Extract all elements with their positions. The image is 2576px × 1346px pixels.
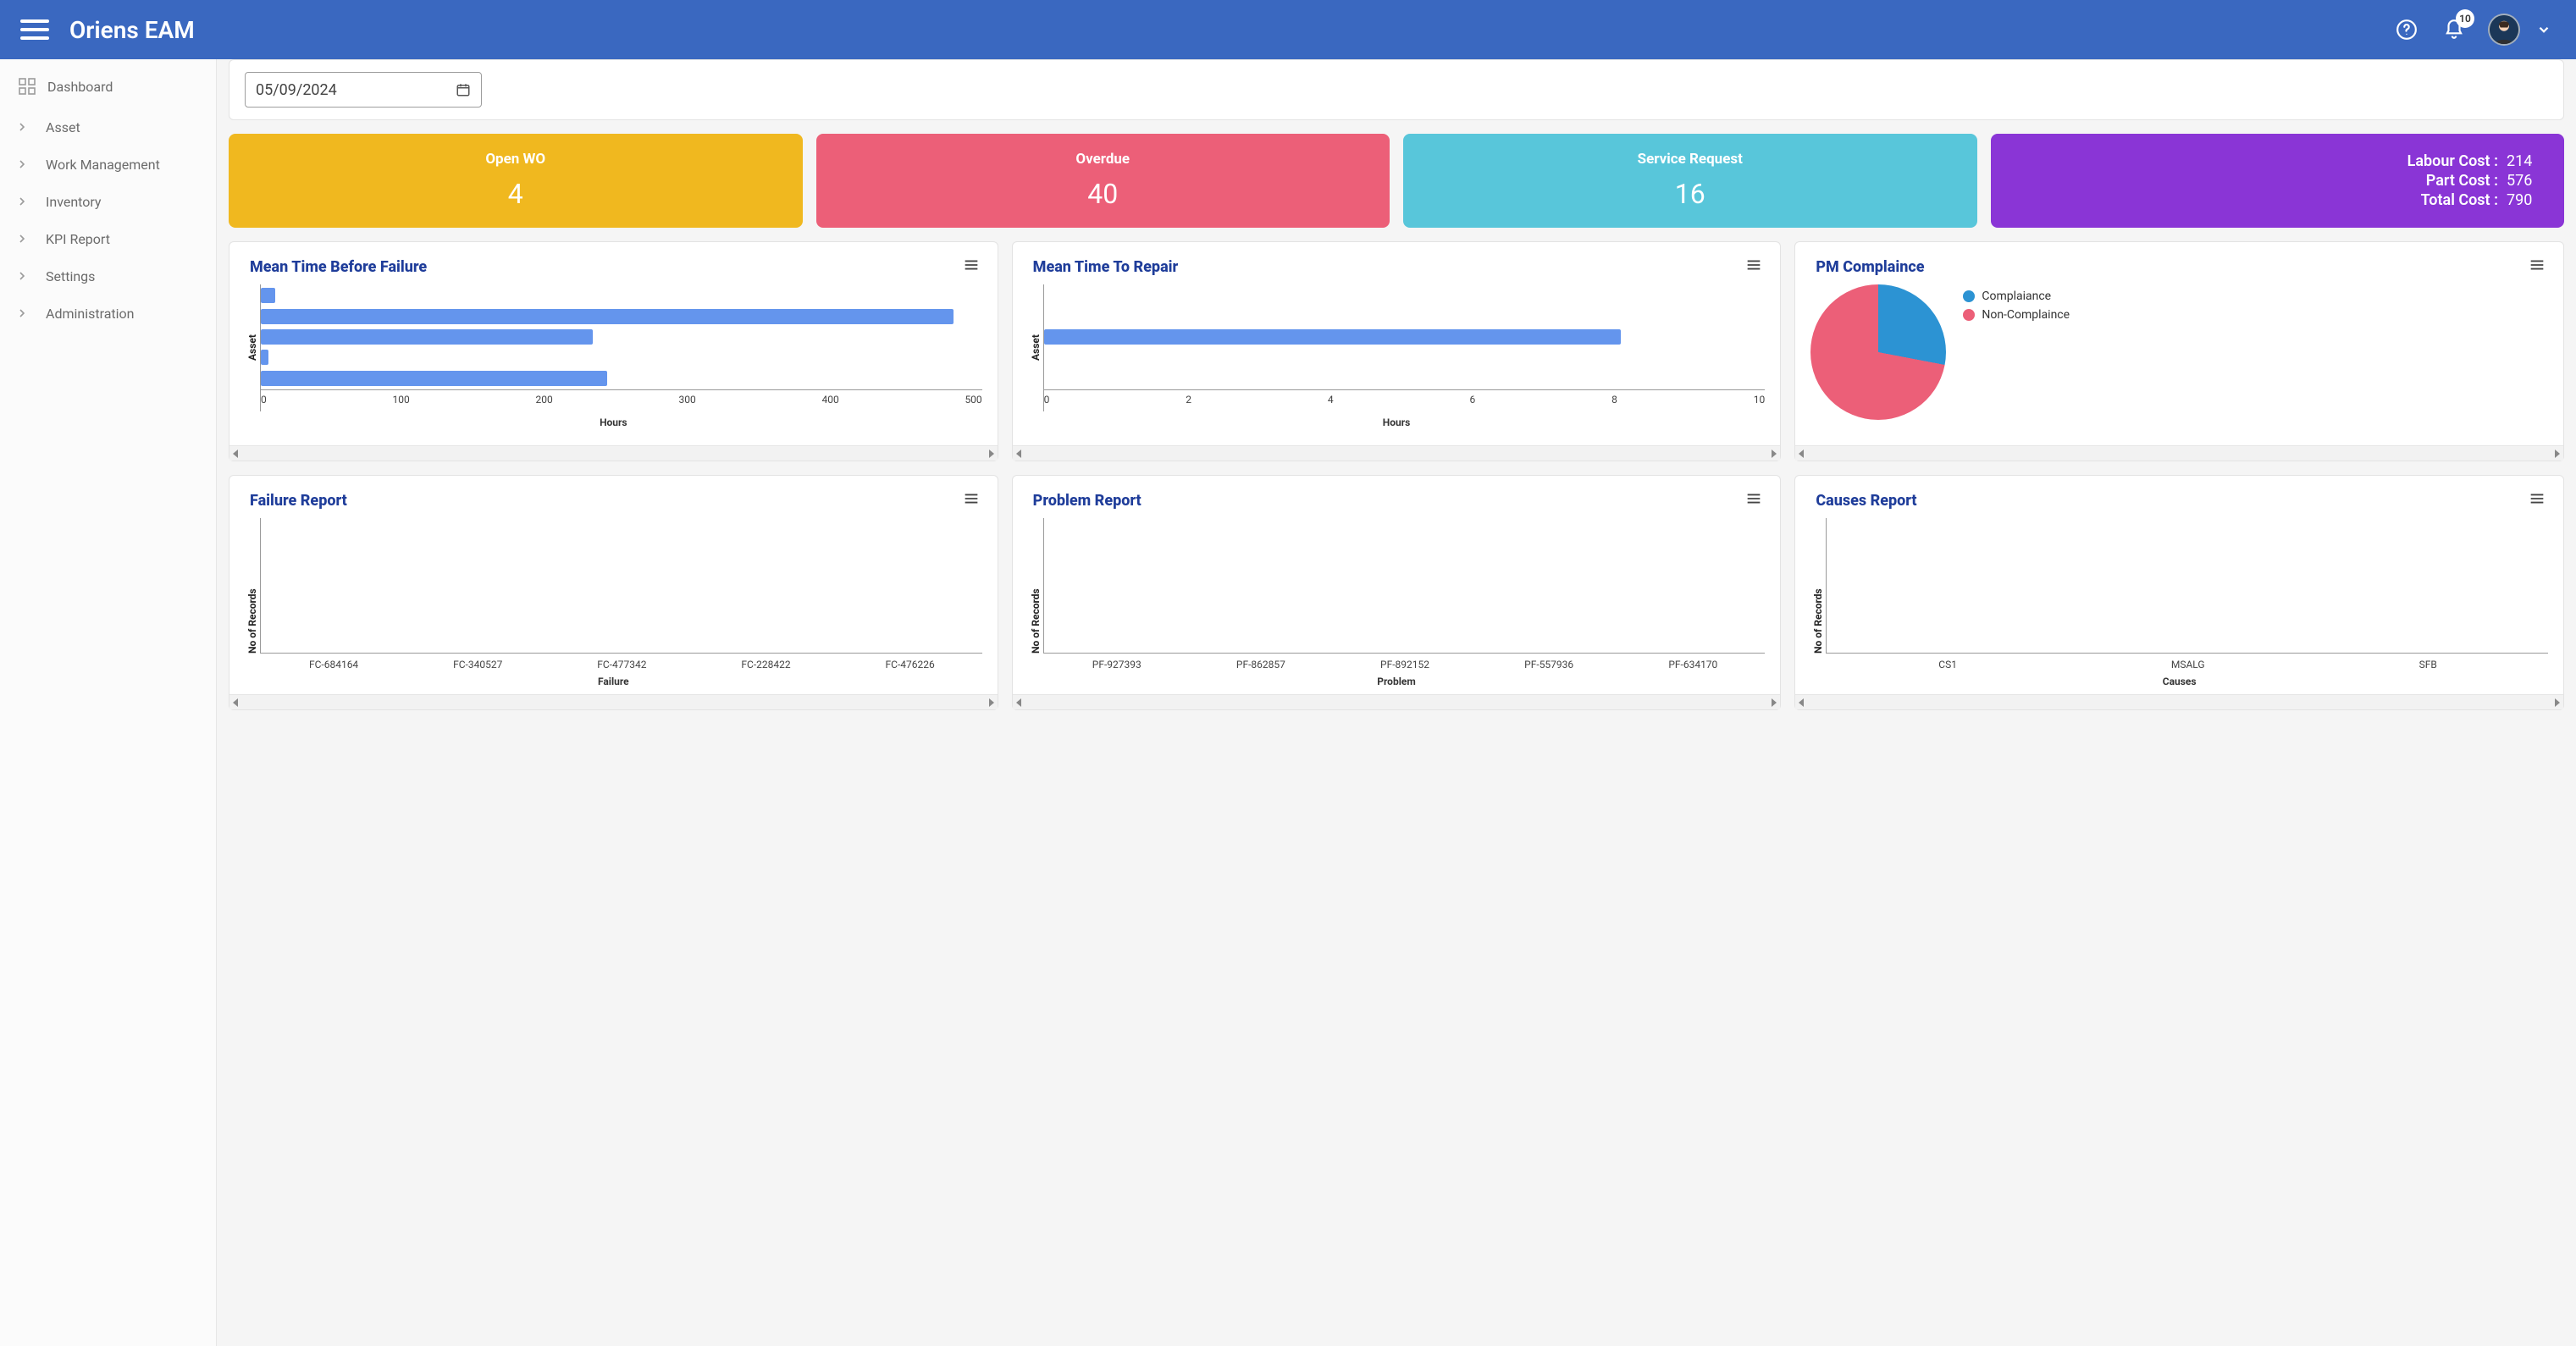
sidebar-item-work-management[interactable]: Work Management xyxy=(0,146,216,183)
chart-menu-icon[interactable] xyxy=(2528,256,2546,278)
kpi-value: 16 xyxy=(1422,178,1959,210)
main-content: 05/09/2024 Open WO 4 Overdue 40 Service … xyxy=(217,59,2576,1346)
chart-failure: Failure Report No of RecordsFC-684164FC-… xyxy=(229,475,998,710)
help-icon[interactable] xyxy=(2395,18,2418,41)
date-value: 05/09/2024 xyxy=(256,81,337,99)
chevron-right-icon xyxy=(12,309,32,317)
chart-title: Problem Report xyxy=(1033,492,1142,510)
cost-label: Total Cost xyxy=(2421,191,2498,209)
chart-menu-icon[interactable] xyxy=(1744,489,1763,511)
sidebar-item-kpi-report[interactable]: KPI Report xyxy=(0,220,216,257)
cost-value: 576 xyxy=(2507,172,2546,190)
chart-menu-icon[interactable] xyxy=(2528,489,2546,511)
chevron-right-icon xyxy=(12,272,32,280)
sidebar-item-label: Dashboard xyxy=(47,79,113,95)
app-title: Oriens EAM xyxy=(69,16,195,44)
user-menu-toggle[interactable] xyxy=(2532,18,2556,41)
chart-mttr: Mean Time To Repair Asset0246810Hours xyxy=(1012,241,1782,461)
chart-hscroll[interactable] xyxy=(1013,445,1781,461)
kpi-value: 4 xyxy=(247,178,784,210)
chart-causes: Causes Report No of RecordsCS1MSALGSFBCa… xyxy=(1794,475,2564,710)
user-avatar[interactable] xyxy=(2488,14,2520,46)
sidebar-item-dashboard[interactable]: Dashboard xyxy=(0,68,216,105)
chart-hscroll[interactable] xyxy=(229,694,998,709)
sidebar-item-settings[interactable]: Settings xyxy=(0,257,216,295)
chart-title: PM Complaince xyxy=(1816,258,1924,276)
chart-menu-icon[interactable] xyxy=(962,256,981,278)
legend-item: Non-Complaince xyxy=(1963,308,2070,322)
chart-hscroll[interactable] xyxy=(1013,694,1781,709)
chart-pm-compliance: PM Complaince Complaiance Non-Complaince xyxy=(1794,241,2564,461)
menu-toggle-button[interactable] xyxy=(20,15,49,44)
sidebar: Dashboard Asset Work Management Inventory K… xyxy=(0,59,217,1346)
sidebar-item-label: Settings xyxy=(46,268,95,284)
chart-menu-icon[interactable] xyxy=(962,489,981,511)
kpi-overdue[interactable]: Overdue 40 xyxy=(816,134,1390,228)
kpi-row: Open WO 4 Overdue 40 Service Request 16 … xyxy=(229,134,2564,228)
kpi-label: Overdue xyxy=(835,151,1372,168)
chart-menu-icon[interactable] xyxy=(1744,256,1763,278)
chart-title: Mean Time Before Failure xyxy=(250,258,427,276)
sidebar-item-asset[interactable]: Asset xyxy=(0,108,216,146)
sidebar-item-label: Inventory xyxy=(46,194,102,210)
kpi-value: 40 xyxy=(835,178,1372,210)
notifications-badge: 10 xyxy=(2456,9,2474,28)
sidebar-item-administration[interactable]: Administration xyxy=(0,295,216,332)
chart-hscroll[interactable] xyxy=(1795,694,2563,709)
kpi-label: Open WO xyxy=(247,151,784,168)
chart-problem: Problem Report No of RecordsPF-927393PF-… xyxy=(1012,475,1782,710)
date-input[interactable]: 05/09/2024 xyxy=(245,72,482,108)
chevron-right-icon xyxy=(12,197,32,206)
kpi-label: Service Request xyxy=(1422,151,1959,168)
chart-title: Mean Time To Repair xyxy=(1033,258,1179,276)
cost-label: Part Cost xyxy=(2426,172,2498,190)
chart-title: Causes Report xyxy=(1816,492,1916,510)
sidebar-item-label: Asset xyxy=(46,119,80,135)
kpi-open-wo[interactable]: Open WO 4 xyxy=(229,134,803,228)
sidebar-item-inventory[interactable]: Inventory xyxy=(0,183,216,220)
date-filter-card: 05/09/2024 xyxy=(229,59,2564,120)
sidebar-item-label: Administration xyxy=(46,306,135,322)
chart-hscroll[interactable] xyxy=(229,445,998,461)
chevron-right-icon xyxy=(12,234,32,243)
sidebar-item-label: KPI Report xyxy=(46,231,110,247)
kpi-costs[interactable]: Labour Cost 214 Part Cost 576 Total Cost 79… xyxy=(1991,134,2565,228)
chart-mtbf: Mean Time Before Failure Asset0100200300… xyxy=(229,241,998,461)
cost-value: 214 xyxy=(2507,152,2546,170)
cost-label: Labour Cost xyxy=(2407,152,2498,170)
legend-item: Complaiance xyxy=(1963,290,2070,303)
chevron-right-icon xyxy=(12,160,32,168)
notifications-icon[interactable]: 10 xyxy=(2442,18,2466,41)
dashboard-icon xyxy=(19,78,36,95)
chart-hscroll[interactable] xyxy=(1795,445,2563,461)
cost-value: 790 xyxy=(2507,191,2546,209)
chart-title: Failure Report xyxy=(250,492,347,510)
chevron-right-icon xyxy=(12,123,32,131)
sidebar-item-label: Work Management xyxy=(46,157,160,173)
calendar-icon xyxy=(456,82,471,97)
kpi-service-request[interactable]: Service Request 16 xyxy=(1403,134,1977,228)
top-bar: Oriens EAM 10 xyxy=(0,0,2576,59)
